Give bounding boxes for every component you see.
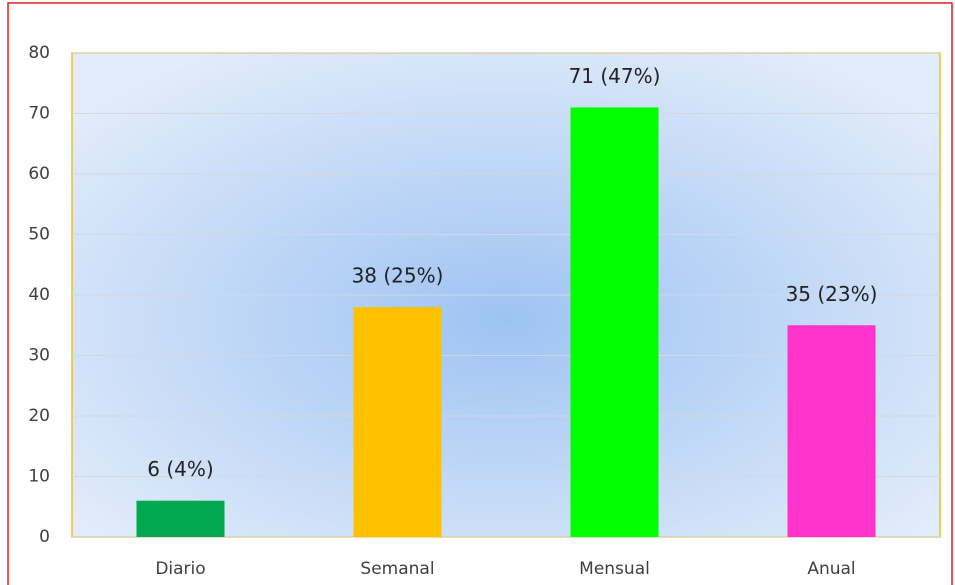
bar	[570, 107, 659, 537]
bar	[353, 307, 442, 537]
y-tick-label: 70	[28, 104, 50, 124]
y-tick-label: 30	[28, 346, 50, 366]
bar	[787, 325, 876, 537]
y-tick-label: 10	[28, 467, 50, 487]
x-tick-label: Semanal	[360, 559, 434, 579]
data-label: 38 (25%)	[352, 264, 444, 288]
data-label: 71 (47%)	[569, 64, 661, 88]
y-tick-label: 40	[28, 285, 50, 305]
frame	[7, 2, 953, 585]
y-tick-label: 80	[28, 43, 50, 63]
y-tick-label: 50	[28, 225, 50, 245]
data-label: 35 (23%)	[786, 282, 878, 306]
bar	[136, 500, 225, 537]
y-tick-label: 60	[28, 164, 50, 184]
y-tick-label: 0	[39, 527, 50, 547]
x-tick-label: Mensual	[579, 559, 650, 579]
x-tick-label: Anual	[807, 559, 855, 579]
data-label: 6 (4%)	[147, 457, 213, 481]
y-tick-label: 20	[28, 406, 50, 426]
x-tick-label: Diario	[155, 559, 205, 579]
